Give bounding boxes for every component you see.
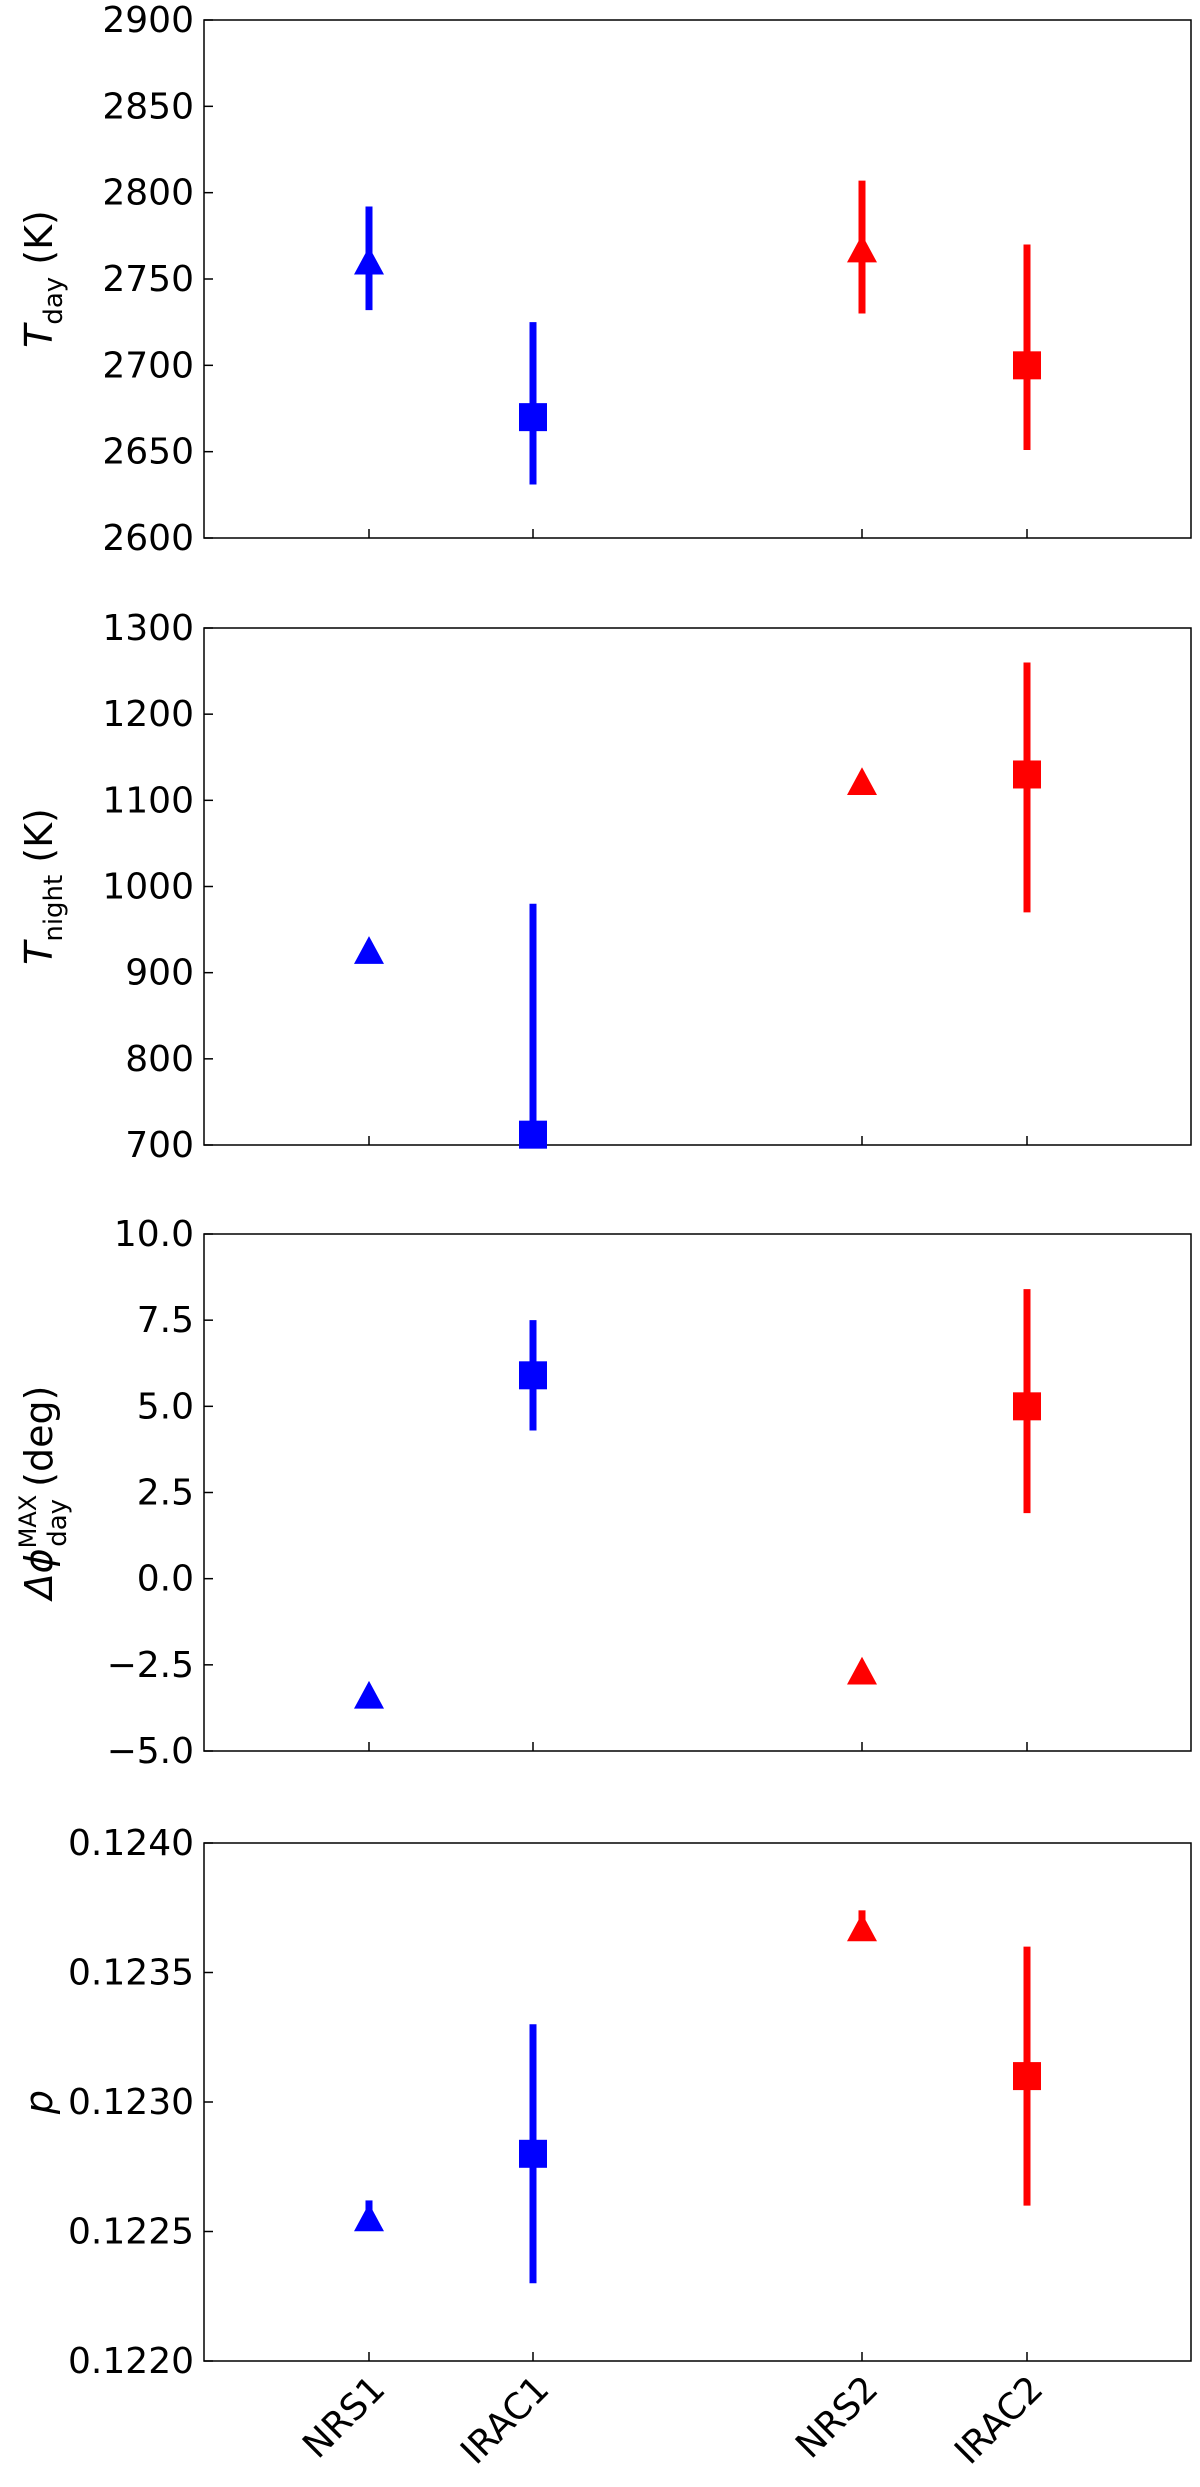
y-tick-label: 1200 — [102, 694, 194, 735]
triangle-marker — [847, 1913, 877, 1942]
y-tick-label: 5.0 — [137, 1386, 194, 1427]
y-axis-label-unit: (K) — [17, 210, 61, 277]
data-point-irac2 — [1013, 1946, 1041, 2206]
y-axis-label-sub: night — [39, 875, 69, 942]
y-tick-label: 2700 — [102, 345, 194, 386]
data-point-irac1 — [519, 1320, 547, 1431]
y-axis-label-main: p — [17, 2090, 61, 2115]
triangle-marker — [354, 246, 384, 275]
y-tick-label: 0.1230 — [68, 2082, 194, 2123]
square-marker — [1013, 2062, 1041, 2091]
data-point-nrs2 — [847, 1910, 877, 1942]
x-tick-label-irac1: IRAC1 — [453, 2368, 557, 2472]
y-tick-label: 1000 — [102, 867, 194, 908]
data-point-irac2 — [1013, 662, 1041, 913]
square-marker — [519, 1120, 547, 1149]
y-tick-label: 900 — [125, 953, 194, 994]
data-point-nrs2 — [847, 1656, 877, 1685]
x-tick-label-nrs2: NRS2 — [788, 2368, 886, 2466]
y-axis-label-unit: (deg) — [17, 1386, 61, 1499]
panel-2: 700 800 900 1000 1100 1200 1300 Tnight (K) — [17, 608, 1192, 1166]
y-tick-label: 2650 — [102, 432, 194, 473]
data-point-irac1 — [519, 322, 547, 485]
triangle-marker — [354, 1680, 384, 1709]
y-axis-label-main: T — [17, 322, 61, 348]
y-axis-label-unit: (K) — [17, 808, 61, 875]
y-tick-label: 2750 — [102, 259, 194, 300]
y-tick-label: 0.0 — [137, 1559, 194, 1600]
y-axis-label: Tday (K) — [17, 210, 69, 348]
y-tick-label: 800 — [125, 1039, 194, 1080]
square-marker — [1013, 760, 1041, 789]
y-tick-label: 2900 — [102, 0, 194, 41]
y-tick-label: 2850 — [102, 86, 194, 127]
plot-frame — [203, 1842, 1192, 2362]
triangle-marker — [847, 234, 877, 263]
y-axis-label: Tnight (K) — [17, 808, 69, 965]
panel-1: 2600 2650 2700 2750 2800 2850 2900 Tday (K) — [17, 0, 1192, 559]
data-point-irac1 — [519, 2024, 547, 2284]
y-tick-label: 2.5 — [137, 1473, 194, 1514]
data-point-irac2 — [1013, 244, 1041, 450]
data-point-nrs1 — [354, 2200, 384, 2232]
y-tick-label: 0.1225 — [68, 2212, 194, 2253]
y-tick-label: 7.5 — [137, 1300, 194, 1341]
square-marker — [1013, 1392, 1041, 1421]
y-tick-label: 2800 — [102, 173, 194, 214]
data-point-irac1 — [519, 903, 547, 1149]
data-point-nrs1 — [354, 206, 384, 311]
panel-3: −5.0 −2.5 0.0 2.5 5.0 7.5 10.0 ΔϕMAXday (deg) — [14, 1214, 1192, 1772]
square-marker — [1013, 351, 1041, 380]
y-tick-label: 2600 — [102, 518, 194, 559]
y-tick-label: 700 — [125, 1125, 194, 1166]
y-axis-label-sub: day — [43, 1499, 73, 1547]
panel-4: 0.1220 0.1225 0.1230 0.1235 0.1240 p NRS1 IRAC1… — [17, 1823, 1192, 2472]
data-point-nrs1 — [354, 1680, 384, 1709]
plot-frame — [203, 19, 1192, 539]
data-point-nrs1 — [354, 936, 384, 964]
square-marker — [519, 403, 547, 432]
x-tick-label-nrs1: NRS1 — [295, 2368, 393, 2466]
y-tick-label: 0.1220 — [68, 2341, 194, 2382]
x-tick-label-irac2: IRAC2 — [947, 2368, 1051, 2472]
y-axis-label-main: T — [17, 939, 61, 965]
y-tick-label: −2.5 — [107, 1645, 194, 1686]
y-tick-label: 1100 — [102, 780, 194, 821]
data-point-irac2 — [1013, 1289, 1041, 1514]
plot-frame — [203, 1233, 1192, 1752]
y-tick-label: 0.1240 — [68, 1823, 194, 1864]
square-marker — [519, 2139, 547, 2168]
square-marker — [519, 1361, 547, 1390]
triangle-marker — [354, 936, 384, 964]
y-tick-label: 10.0 — [114, 1214, 194, 1255]
data-point-nrs2 — [847, 180, 877, 314]
y-axis-label: p — [17, 2090, 61, 2115]
triangle-marker — [354, 2203, 384, 2232]
y-tick-label: 1300 — [102, 608, 194, 649]
y-axis-label: ΔϕMAXday (deg) — [14, 1386, 73, 1603]
y-tick-label: −5.0 — [107, 1731, 194, 1772]
data-point-nrs2 — [847, 767, 877, 795]
triangle-marker — [847, 1656, 877, 1685]
plot-frame — [203, 627, 1192, 1146]
triangle-marker — [847, 767, 877, 795]
y-axis-label-main: Δϕ — [17, 1548, 61, 1602]
y-tick-label: 0.1235 — [68, 1953, 194, 1994]
y-axis-label-sup: MAX — [14, 1495, 42, 1549]
y-axis-label-sub: day — [39, 277, 69, 325]
